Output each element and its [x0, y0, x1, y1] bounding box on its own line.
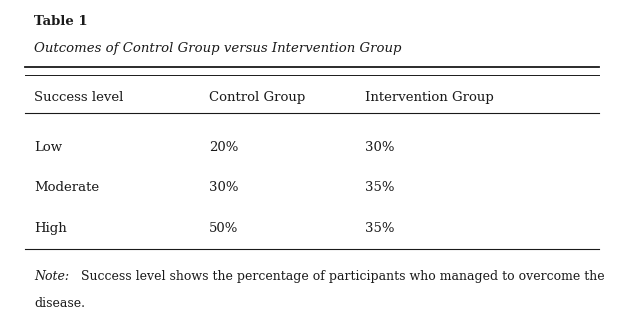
Text: Success level shows the percentage of participants who managed to overcome the: Success level shows the percentage of pa… — [77, 270, 605, 283]
Text: Success level: Success level — [34, 91, 124, 104]
Text: 30%: 30% — [365, 141, 394, 154]
Text: Control Group: Control Group — [209, 91, 305, 104]
Text: Low: Low — [34, 141, 62, 154]
Text: Table 1: Table 1 — [34, 15, 88, 28]
Text: 35%: 35% — [365, 222, 394, 235]
Text: 30%: 30% — [209, 181, 238, 194]
Text: Moderate: Moderate — [34, 181, 99, 194]
Text: 50%: 50% — [209, 222, 238, 235]
Text: Note:: Note: — [34, 270, 69, 283]
Text: Outcomes of Control Group versus Intervention Group: Outcomes of Control Group versus Interve… — [34, 42, 402, 55]
Text: High: High — [34, 222, 67, 235]
Text: 20%: 20% — [209, 141, 238, 154]
Text: disease.: disease. — [34, 297, 85, 310]
Text: 35%: 35% — [365, 181, 394, 194]
Text: Intervention Group: Intervention Group — [365, 91, 494, 104]
